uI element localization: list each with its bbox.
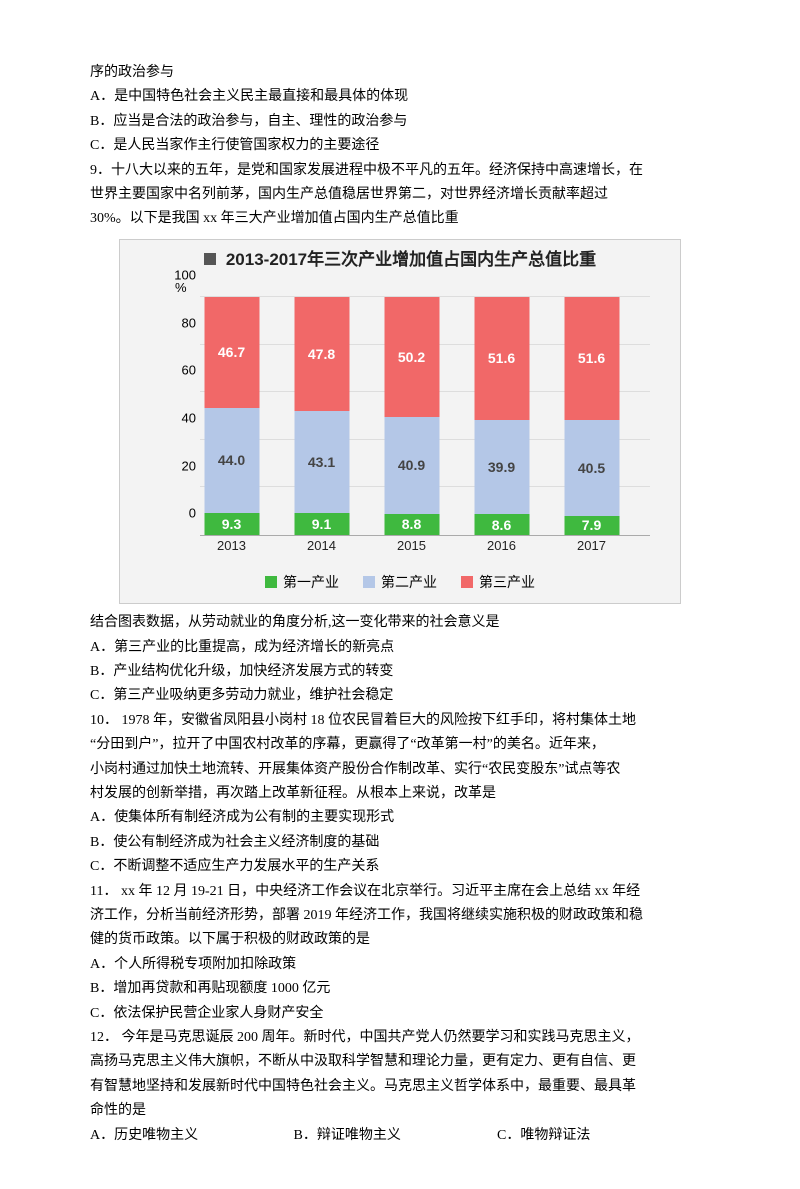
bar-seg-primary: 7.9	[564, 516, 619, 535]
x-tick-label: 2016	[474, 536, 529, 557]
q10-stem: 小岗村通过加快土地流转、开展集体资产股份合作制改革、实行“农民变股东”试点等农	[90, 759, 710, 781]
legend-swatch-icon	[363, 576, 375, 588]
document-page: 序的政治参与 A．是中国特色社会主义民主最直接和最具体的体现 B．应当是合法的政…	[0, 0, 800, 1189]
option-a: A．是中国特色社会主义民主最直接和最具体的体现	[90, 86, 710, 108]
option-b: B．应当是合法的政治参与，自主、理性的政治参与	[90, 111, 710, 133]
bar-seg-secondary: 39.9	[474, 420, 529, 515]
y-tick-label: 20	[172, 456, 196, 477]
bar-seg-tertiary: 51.6	[564, 297, 619, 420]
bar-seg-tertiary: 47.8	[294, 297, 349, 411]
q9-after: 结合图表数据，从劳动就业的角度分析,这一变化带来的社会意义是	[90, 612, 710, 634]
title-square-icon	[204, 253, 216, 265]
q11-stem: 健的货币政策。以下属于积极的财政政策的是	[90, 929, 710, 951]
x-tick-label: 2015	[384, 536, 439, 557]
q12-stem: 有智慧地坚持和发展新时代中国特色社会主义。马克思主义哲学体系中，最重要、最具革	[90, 1076, 710, 1098]
bar-seg-secondary: 43.1	[294, 411, 349, 514]
y-tick-label: 60	[172, 361, 196, 382]
chart-body: 02040608010046.744.09.3201347.843.19.120…	[170, 275, 660, 565]
option-c: C．唯物辩证法	[497, 1125, 590, 1147]
y-tick-label: 80	[172, 313, 196, 334]
q9-stem: 世界主要国家中名列前茅，国内生产总值稳居世界第二，对世界经济增长贡献率超过	[90, 184, 710, 206]
option-b: B．使公有制经济成为社会主义经济制度的基础	[90, 832, 710, 854]
bar-seg-primary: 9.3	[204, 513, 259, 535]
bar-seg-primary: 9.1	[294, 513, 349, 535]
x-tick-label: 2017	[564, 536, 619, 557]
option-c: C．是人民当家作主行使管国家权力的主要途径	[90, 135, 710, 157]
bar-seg-secondary: 40.9	[384, 417, 439, 514]
x-tick-label: 2013	[204, 536, 259, 557]
bar-seg-secondary: 40.5	[564, 420, 619, 516]
q11-stem: 11． xx 年 12 月 19-21 日，中央经济工作会议在北京举行。习近平主…	[90, 881, 710, 903]
option-b: B．产业结构优化升级，加快经济发展方式的转变	[90, 661, 710, 683]
legend-tertiary: 第三产业	[461, 571, 535, 593]
bar-seg-secondary: 44.0	[204, 408, 259, 513]
y-tick-label: 40	[172, 409, 196, 430]
bar-seg-primary: 8.8	[384, 514, 439, 535]
bar-column: 46.744.09.32013	[204, 297, 259, 535]
option-a: A．历史唯物主义	[90, 1125, 290, 1147]
q10-stem: 10． 1978 年，安徽省凤阳县小岗村 18 位农民冒着巨大的风险按下红手印，…	[90, 710, 710, 732]
y-tick-label: 100	[172, 266, 196, 287]
option-a: A．第三产业的比重提高，成为经济增长的新亮点	[90, 637, 710, 659]
plot-area: 02040608010046.744.09.3201347.843.19.120…	[200, 297, 650, 536]
bar-column: 51.639.98.62016	[474, 297, 529, 535]
legend-swatch-icon	[265, 576, 277, 588]
q12-stem: 高扬马克思主义伟大旗帜，不断从中汲取科学智慧和理论力量，更有定力、更有自信、更	[90, 1051, 710, 1073]
q9-stem: 30%。以下是我国 xx 年三大产业增加值占国内生产总值比重	[90, 208, 710, 230]
option-b: B．增加再贷款和再贴现额度 1000 亿元	[90, 978, 710, 1000]
y-tick-label: 0	[172, 504, 196, 525]
body-text: 序的政治参与	[90, 62, 710, 84]
q12-stem: 12． 今年是马克思诞辰 200 周年。新时代，中国共产党人仍然要学习和实践马克…	[90, 1027, 710, 1049]
x-tick-label: 2014	[294, 536, 349, 557]
option-c: C．依法保护民营企业家人身财产安全	[90, 1003, 710, 1025]
option-b: B．辩证唯物主义	[294, 1125, 494, 1147]
chart-title-text: 2013-2017年三次产业增加值占国内生产总值比重	[226, 246, 596, 273]
legend-label: 第三产业	[479, 571, 535, 593]
q12-options: A．历史唯物主义 B．辩证唯物主义 C．唯物辩证法	[90, 1125, 710, 1147]
bar-column: 51.640.57.92017	[564, 297, 619, 535]
gdp-chart: 2013-2017年三次产业增加值占国内生产总值比重 % 02040608010…	[119, 239, 681, 605]
q10-stem: “分田到户”，拉开了中国农村改革的序幕，更赢得了“改革第一村”的美名。近年来，	[90, 734, 710, 756]
legend-label: 第一产业	[283, 571, 339, 593]
option-a: A．使集体所有制经济成为公有制的主要实现形式	[90, 807, 710, 829]
bar-column: 47.843.19.12014	[294, 297, 349, 535]
legend-primary: 第一产业	[265, 571, 339, 593]
option-c: C．第三产业吸纳更多劳动力就业，维护社会稳定	[90, 685, 710, 707]
bar-seg-primary: 8.6	[474, 514, 529, 534]
q9-stem: 9．十八大以来的五年，是党和国家发展进程中极不平凡的五年。经济保持中高速增长，在	[90, 160, 710, 182]
q11-stem: 济工作，分析当前经济形势，部署 2019 年经济工作，我国将继续实施积极的财政政…	[90, 905, 710, 927]
legend-secondary: 第二产业	[363, 571, 437, 593]
legend-label: 第二产业	[381, 571, 437, 593]
q12-stem: 命性的是	[90, 1100, 710, 1122]
q10-stem: 村发展的创新举措，再次踏上改革新征程。从根本上来说，改革是	[90, 783, 710, 805]
chart-title-row: 2013-2017年三次产业增加值占国内生产总值比重	[120, 240, 680, 275]
bar-seg-tertiary: 46.7	[204, 297, 259, 408]
chart-legend: 第一产业 第二产业 第三产业	[120, 565, 680, 603]
bar-seg-tertiary: 50.2	[384, 297, 439, 416]
bar-seg-tertiary: 51.6	[474, 297, 529, 420]
legend-swatch-icon	[461, 576, 473, 588]
option-a: A．个人所得税专项附加扣除政策	[90, 954, 710, 976]
option-c: C．不断调整不适应生产力发展水平的生产关系	[90, 856, 710, 878]
bar-column: 50.240.98.82015	[384, 297, 439, 535]
